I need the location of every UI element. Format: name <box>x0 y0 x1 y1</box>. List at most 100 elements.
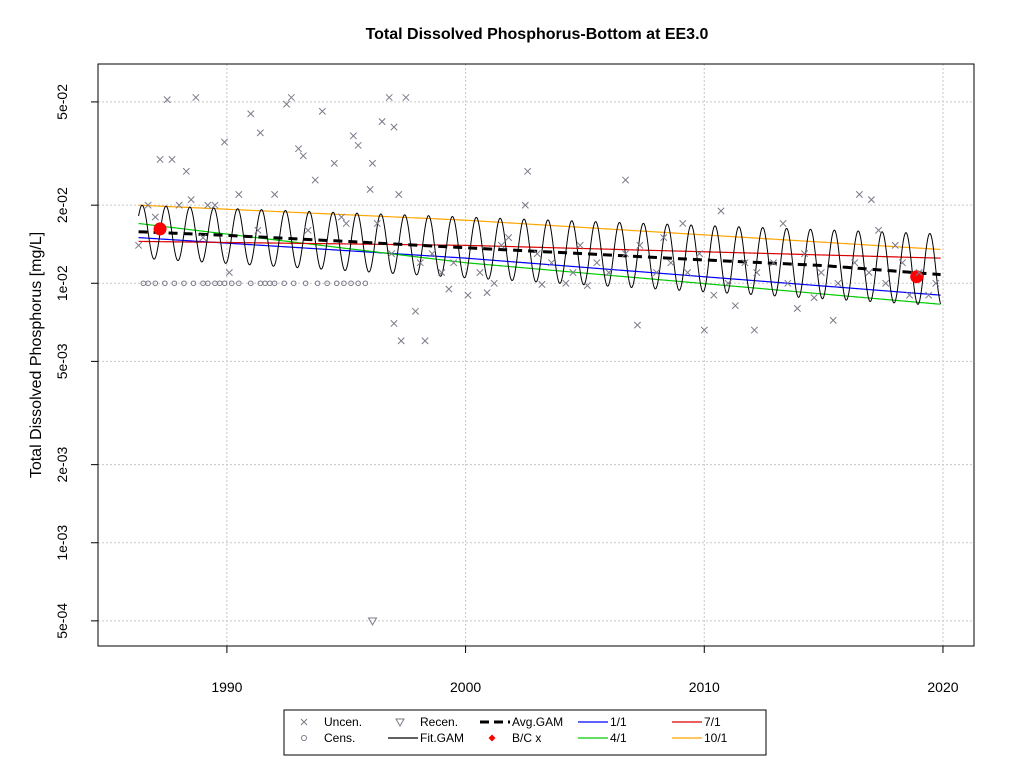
uncen-point <box>156 155 164 164</box>
uncen-point <box>187 196 195 204</box>
legend: Uncen. Cens. Recen. Fit.GAM Avg.GAM B/C x 1/1 4… <box>283 709 767 756</box>
uncen-point <box>817 268 825 277</box>
cens-point <box>204 280 211 287</box>
cens-point <box>190 280 197 287</box>
uncen-point <box>660 234 668 242</box>
uncen-point <box>254 226 262 234</box>
uncen-point <box>741 259 749 267</box>
legend-item-avg-gam: Avg.GAM <box>480 715 563 729</box>
uncen-point <box>192 93 200 102</box>
uncen-point <box>524 167 532 175</box>
uncen-point <box>829 316 837 324</box>
uncen-point <box>271 190 279 198</box>
cens-point <box>247 280 254 287</box>
legend-label: Fit.GAM <box>420 731 464 745</box>
uncen-point <box>497 241 505 249</box>
uncen-point <box>891 241 899 249</box>
uncen-point <box>855 190 863 198</box>
x-tick-label: 1990 <box>211 679 242 695</box>
cens-point <box>236 280 242 287</box>
uncen-point <box>256 129 264 137</box>
uncen-point <box>182 167 190 175</box>
uncen-point <box>932 279 940 287</box>
uncen-point <box>390 123 398 131</box>
uncen-point <box>633 321 641 329</box>
cens-point <box>181 280 187 287</box>
1-1-line <box>138 236 941 296</box>
uncen-point <box>225 268 233 277</box>
uncen-point <box>247 110 255 118</box>
legend-label: Uncen. <box>324 715 362 729</box>
y-tick-label: 5e-03 <box>54 343 70 379</box>
uncen-point <box>421 337 429 345</box>
x-axis: 1990 2000 2010 2020 <box>211 645 959 695</box>
uncen-point <box>388 250 396 258</box>
uncen-point <box>490 279 498 287</box>
uncen-point <box>652 268 661 277</box>
uncen-point <box>769 259 778 267</box>
uncen-point <box>397 337 405 345</box>
uncen-point <box>695 250 704 258</box>
grid-lines <box>98 64 974 646</box>
uncen-point <box>636 241 644 249</box>
uncen-point <box>402 93 410 102</box>
cens-point <box>314 280 321 287</box>
uncen-point <box>793 304 801 312</box>
cens-point <box>228 280 235 287</box>
legend-label: Avg.GAM <box>512 715 563 729</box>
uncen-point <box>700 326 708 334</box>
uncen-point <box>428 250 436 258</box>
uncen-point <box>175 201 183 209</box>
uncen-point <box>750 326 758 334</box>
uncen-point <box>851 259 859 267</box>
fit-gam-line <box>138 204 942 305</box>
uncen-point <box>731 302 739 310</box>
uncen-point <box>411 307 420 315</box>
cens-point <box>271 280 278 287</box>
legend-item-7-1: 7/1 <box>672 715 721 729</box>
legend-triangle-marker <box>395 718 405 728</box>
b-c-x-point <box>153 222 167 236</box>
cens-point <box>348 280 354 287</box>
uncen-point <box>416 259 424 267</box>
uncen-point <box>199 234 207 242</box>
cens-point <box>333 280 340 287</box>
legend-item-cens: Cens. <box>301 731 355 745</box>
uncen-point <box>144 201 152 209</box>
uncen-point <box>874 226 883 234</box>
uncen-point <box>368 159 377 167</box>
uncen-point <box>438 268 446 277</box>
uncen-point <box>450 259 458 267</box>
uncen-point <box>135 241 143 249</box>
uncen-point <box>882 279 890 287</box>
b-c-x-point <box>910 270 924 284</box>
uncen-point <box>373 219 381 228</box>
legend-label: Recen. <box>420 715 458 729</box>
legend-label: 1/1 <box>610 715 627 729</box>
data-points <box>135 93 940 626</box>
uncen-point <box>569 268 577 277</box>
cens-point <box>324 280 330 287</box>
uncen-point <box>390 319 398 328</box>
y-axis: 5e-02 2e-02 1e-02 5e-03 2e-03 1e-03 5e-04 <box>54 84 98 639</box>
legend-label: 7/1 <box>704 715 721 729</box>
y-tick-label: 1e-02 <box>54 265 70 301</box>
legend-item-1-1: 1/1 <box>578 715 627 729</box>
legend-item-10-1: 10/1 <box>672 731 728 745</box>
uncen-point <box>898 259 906 267</box>
uncen-point <box>464 291 472 299</box>
uncen-point <box>576 241 584 249</box>
uncen-point <box>724 279 732 287</box>
uncen-point <box>784 279 792 287</box>
uncen-point <box>533 250 541 258</box>
uncen-point <box>342 219 350 228</box>
legend-label: 4/1 <box>610 731 627 745</box>
cens-point <box>290 280 297 287</box>
uncen-point <box>583 282 591 290</box>
uncen-point <box>605 268 613 277</box>
legend-item-4-1: 4/1 <box>578 731 627 745</box>
uncen-point <box>311 176 319 184</box>
legend-item-b-c-x: B/C x <box>488 731 541 745</box>
